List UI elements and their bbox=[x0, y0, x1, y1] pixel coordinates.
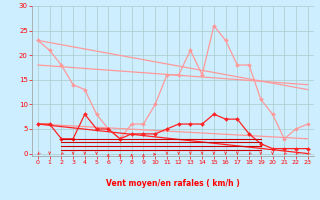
X-axis label: Vent moyen/en rafales ( km/h ): Vent moyen/en rafales ( km/h ) bbox=[106, 179, 240, 188]
